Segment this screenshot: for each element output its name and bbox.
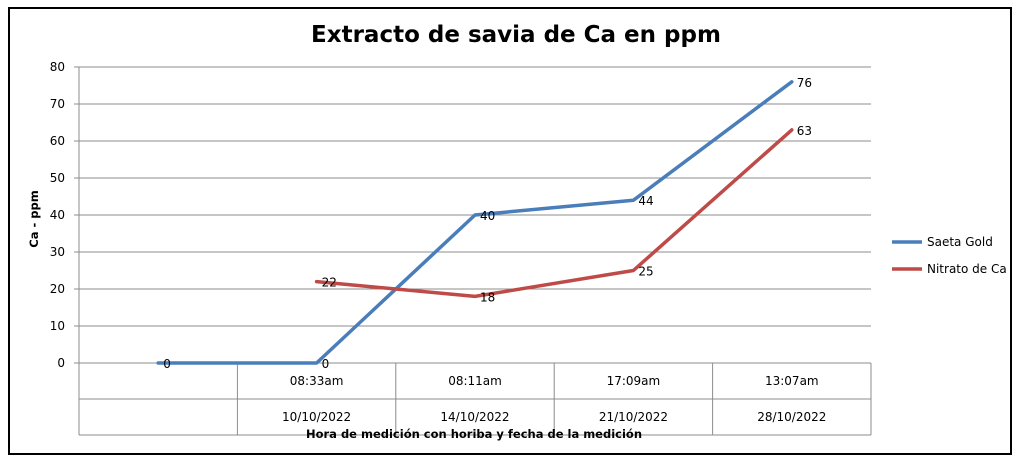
chart-svg: Extracto de savia de Ca en ppm 08:33am 10… [27,22,1007,441]
data-label-saeta-gold: 76 [797,76,812,90]
y-tick-label: 0 [57,356,65,370]
x-time-label: 08:33am [290,374,344,388]
data-label-nitrato-de-ca: 22 [322,276,337,290]
series-line-saeta-gold [156,80,794,365]
x-time-label: 13:07am [765,374,819,388]
y-tick-label: 10 [50,319,65,333]
data-label-saeta-gold: 0 [322,357,330,371]
y-axis-title: Ca - ppm [27,190,41,247]
data-label-nitrato-de-ca: 63 [797,124,812,138]
legend-label-saeta-gold: Saeta Gold [927,235,993,249]
series-lines [156,80,794,365]
series-line-nitrato-de-ca [314,128,794,299]
x-time-label: 08:11am [448,374,502,388]
x-axis-title: Hora de medición con horiba y fecha de l… [306,427,642,441]
category-table: 08:33am 10/10/2022 08:11am 14/10/2022 17:09a… [78,363,872,436]
legend: Saeta Gold Nitrato de Ca [892,235,1007,276]
data-labels: 0 0 40 44 76 22 18 25 63 [163,76,812,371]
y-tick-label: 80 [50,60,65,74]
data-label-saeta-gold: 0 [163,357,171,371]
data-label-saeta-gold: 40 [480,209,495,223]
x-time-label: 17:09am [607,374,661,388]
x-date-label: 28/10/2022 [757,410,826,424]
data-label-nitrato-de-ca: 18 [480,290,495,304]
y-axis-ticks: 0 10 20 30 40 50 60 70 80 [50,60,65,370]
x-date-label: 14/10/2022 [440,410,509,424]
y-tick-label: 60 [50,134,65,148]
y-tick-label: 30 [50,245,65,259]
x-date-label: 21/10/2022 [599,410,668,424]
y-tick-label: 50 [50,171,65,185]
y-tick-label: 20 [50,282,65,296]
data-label-nitrato-de-ca: 25 [638,265,653,279]
x-date-label: 10/10/2022 [282,410,351,424]
legend-label-nitrato-de-ca: Nitrato de Ca [927,262,1007,276]
y-tick-label: 40 [50,208,65,222]
data-label-saeta-gold: 44 [638,194,653,208]
chart-title: Extracto de savia de Ca en ppm [311,22,721,48]
y-tick-label: 70 [50,97,65,111]
chart-frame: Extracto de savia de Ca en ppm 08:33am 10… [8,7,1012,455]
